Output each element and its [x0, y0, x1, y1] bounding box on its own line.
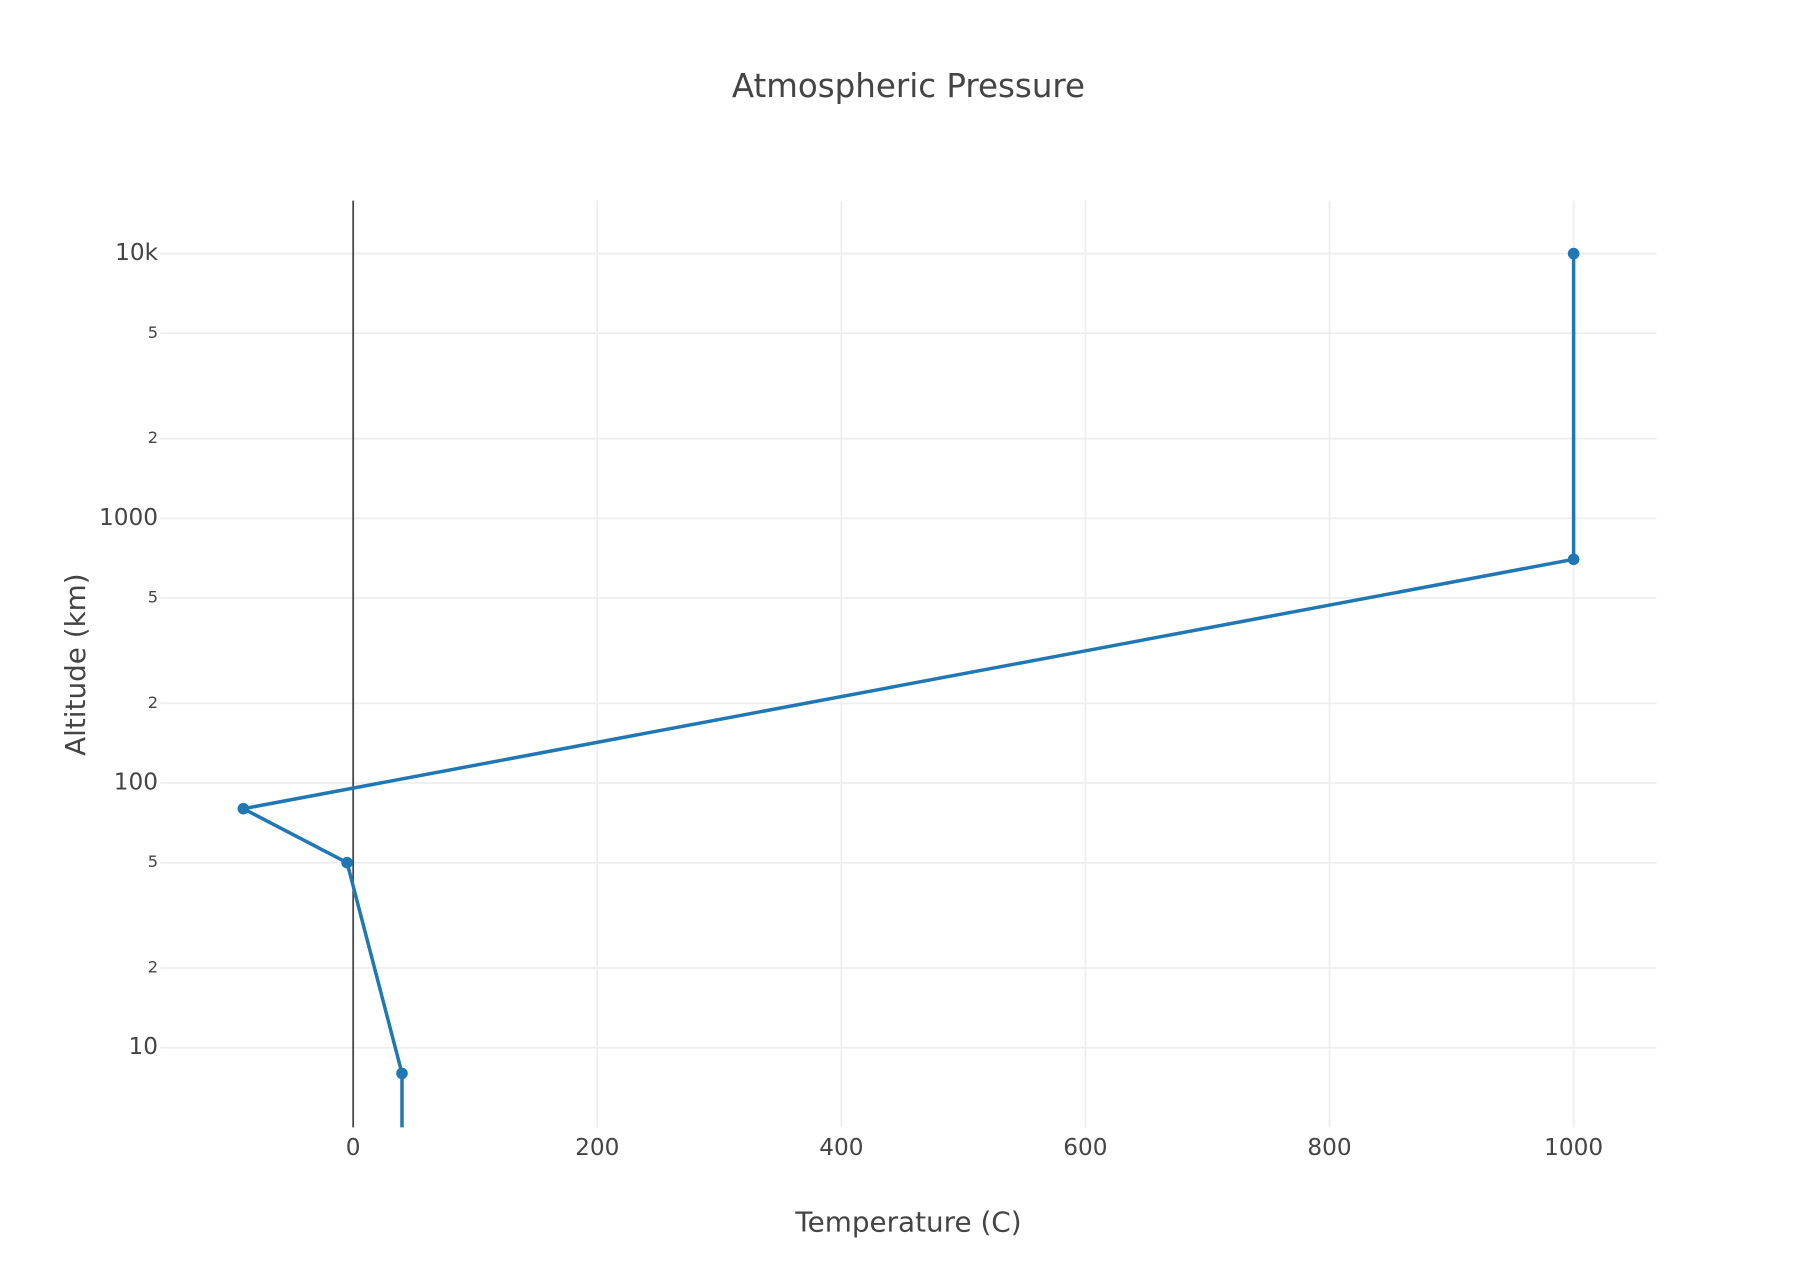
data-point — [1567, 553, 1580, 566]
y-tick-label: 2 — [148, 693, 158, 712]
y-tick-label: 5 — [148, 588, 158, 607]
chart-title: Atmospheric Pressure — [732, 67, 1085, 105]
x-tick-label: 600 — [1063, 1134, 1107, 1161]
x-tick-label: 400 — [819, 1134, 863, 1161]
y-tick-label: 10 — [129, 1033, 159, 1060]
x-tick-label: 200 — [575, 1134, 619, 1161]
data-line — [238, 253, 1576, 1128]
data-point — [237, 802, 250, 815]
x-tick-label: 800 — [1307, 1134, 1351, 1161]
data-point — [1567, 247, 1580, 260]
y-tick-label: 100 — [114, 769, 158, 796]
y-tick-label: 1000 — [99, 504, 158, 531]
y-axis-title: Altitude (km) — [59, 573, 92, 756]
x-tick-label: 1000 — [1544, 1134, 1603, 1161]
y-tick-label: 2 — [148, 958, 158, 977]
data-point — [396, 1067, 408, 1080]
data-point — [341, 856, 353, 869]
y-tick-label: 10k — [115, 239, 159, 266]
y-tick-label: 2 — [148, 428, 158, 447]
plot-area — [237, 247, 1580, 1128]
y-tick-label: 5 — [148, 852, 158, 871]
x-tick-label: 0 — [346, 1134, 361, 1161]
x-axis-title: Temperature (C) — [794, 1206, 1021, 1239]
grid — [160, 200, 1657, 1128]
y-tick-label: 5 — [148, 323, 158, 342]
